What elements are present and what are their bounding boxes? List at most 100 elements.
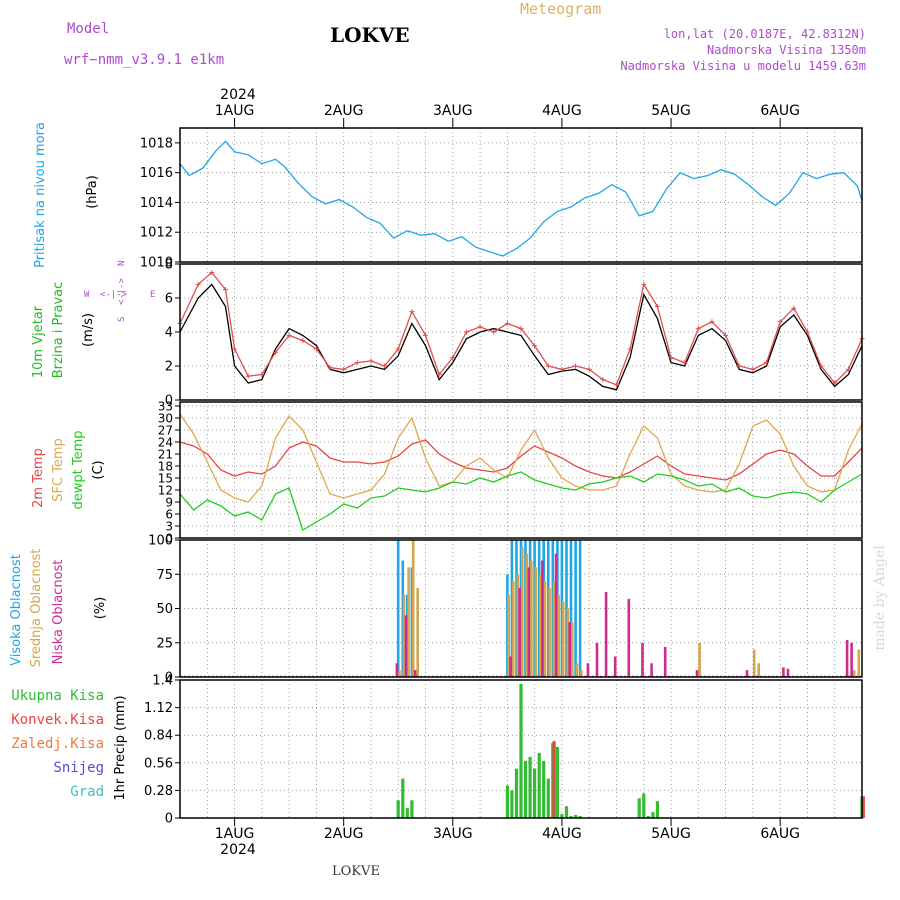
pressure-unit: (hPa)	[85, 175, 100, 209]
wind-gust-point	[600, 377, 606, 383]
wind-gust-point	[791, 305, 797, 311]
precip-bar-total	[578, 816, 582, 818]
clouds-bar-low	[404, 615, 408, 677]
clouds-bar-high	[574, 540, 577, 677]
clouds-bar-mid	[530, 560, 533, 677]
cloud-low-label: Niska Oblacnost	[51, 560, 66, 665]
clouds-bar-low	[782, 667, 785, 677]
top-day-label: 4AUG	[542, 103, 582, 119]
wind-gust-point	[682, 360, 688, 366]
top-day-label: 1AUG	[215, 103, 255, 119]
wind-gust-point	[450, 355, 456, 360]
precip-bar-total	[510, 790, 514, 818]
wind-unit: (m/s)	[81, 313, 96, 347]
clouds-bar-mid	[521, 546, 524, 677]
top-day-label: 6AUG	[760, 103, 800, 119]
wind-gust-point	[804, 329, 810, 335]
temp-sfc-label: SFC Temp	[51, 438, 66, 502]
wind-gust-point	[545, 363, 551, 369]
clouds-bar-low	[745, 670, 749, 677]
clouds-bar-low	[845, 640, 849, 677]
y-tick-label: 25	[156, 636, 173, 651]
station-title: LOKVE	[330, 23, 410, 47]
top-day-label: 3AUG	[433, 103, 473, 119]
y-tick-label: 0.28	[144, 784, 173, 799]
wind-gust-point	[532, 343, 538, 349]
clouds-bar-high	[396, 540, 400, 677]
wind-gust-point	[259, 372, 265, 377]
clouds-bar-mid	[566, 608, 570, 677]
compass-arrows-ns: <-|->	[117, 277, 127, 305]
year-label-top: 2024	[220, 87, 256, 103]
y-tick-label: 75	[156, 568, 173, 583]
y-tick-label: 0	[165, 671, 173, 686]
cloud-unit: (%)	[93, 597, 108, 620]
pressure-panel: 1010 1012 1014 1016 1018	[140, 127, 863, 271]
y-tick-label: 12	[158, 484, 173, 498]
temp-unit: (C)	[91, 460, 106, 479]
y-tick-label: 0	[165, 532, 173, 546]
clouds-bar-mid	[539, 574, 542, 678]
compass-north: N	[117, 261, 127, 266]
y-tick-label: 1012	[140, 226, 173, 241]
compass-south: S	[117, 317, 127, 322]
wind-gust-point	[409, 309, 415, 315]
clouds-bar-high	[578, 540, 582, 677]
temperature-series-2m	[179, 439, 863, 481]
wind-gust-point	[395, 346, 401, 352]
y-tick-label: 3	[165, 520, 173, 534]
wind-gust-point	[195, 281, 201, 287]
clouds-bar-mid	[698, 642, 701, 678]
precip-bar-total	[646, 816, 650, 818]
bottom-day-label: 2AUG	[324, 826, 364, 842]
wind-gust-point	[209, 270, 215, 275]
compass-east: E	[150, 290, 155, 300]
precip-bar-total	[396, 800, 400, 818]
clouds-bar-mid	[534, 567, 538, 677]
wind-gust-point	[723, 332, 729, 338]
wind-gust-point	[627, 346, 633, 352]
precip-bar-total	[519, 683, 523, 818]
clouds-bar-mid	[398, 670, 401, 677]
footer-station: LOKVE	[332, 864, 380, 879]
wind-ylabel2: Brzina i Pravac	[51, 282, 66, 379]
bottom-day-label: 5AUG	[651, 826, 691, 842]
pressure-frame	[179, 127, 863, 263]
precip-legend-item: Konvek.Kisa	[11, 712, 104, 728]
clouds-bar-low	[395, 663, 399, 677]
meteogram-title: Meteogram	[520, 0, 601, 18]
clouds-bar-low	[650, 663, 653, 677]
clouds-bar-low	[568, 622, 571, 677]
bottom-day-label: 4AUG	[542, 826, 582, 842]
pressure-ylabel: Pritisak na nivou mora	[33, 122, 48, 268]
precip-bar-total	[642, 793, 646, 818]
cloud-high-label: Visoka Oblacnost	[9, 554, 24, 666]
y-tick-label: 1014	[140, 196, 173, 211]
wind-gust-point	[777, 319, 783, 325]
precip-bar-total	[569, 816, 573, 818]
top-day-labels: 1AUG 2AUG 3AUG 4AUG 5AUG 6AUG	[215, 103, 800, 119]
wind-gust-point	[573, 363, 579, 369]
precip-ylabel: 1hr Precip (mm)	[113, 695, 128, 800]
clouds-bar-low	[541, 560, 544, 677]
watermark: made by Angel	[872, 545, 888, 651]
precip-bar-total	[564, 806, 569, 818]
model-label: Model	[67, 21, 109, 37]
temp-2m-label: 2m Temp	[31, 448, 46, 508]
wind-gust-point	[518, 326, 524, 332]
temperature-axis-title: 2m Temp SFC Temp dewpt Temp (C)	[31, 430, 106, 509]
clouds-bar-mid	[516, 574, 520, 678]
clouds-frame	[179, 539, 863, 678]
clouds-bar-mid	[543, 581, 547, 677]
pressure-series-line	[179, 140, 863, 257]
wind-gust-point	[341, 366, 347, 372]
wind-gust-point	[327, 365, 333, 371]
precip-frame	[179, 679, 863, 819]
wind-series-speed	[179, 283, 863, 391]
wind-gust-point	[477, 324, 483, 330]
clouds-bar-low	[613, 656, 617, 677]
precip-bar-total	[655, 801, 659, 818]
bottom-day-label: 1AUG	[215, 826, 255, 842]
